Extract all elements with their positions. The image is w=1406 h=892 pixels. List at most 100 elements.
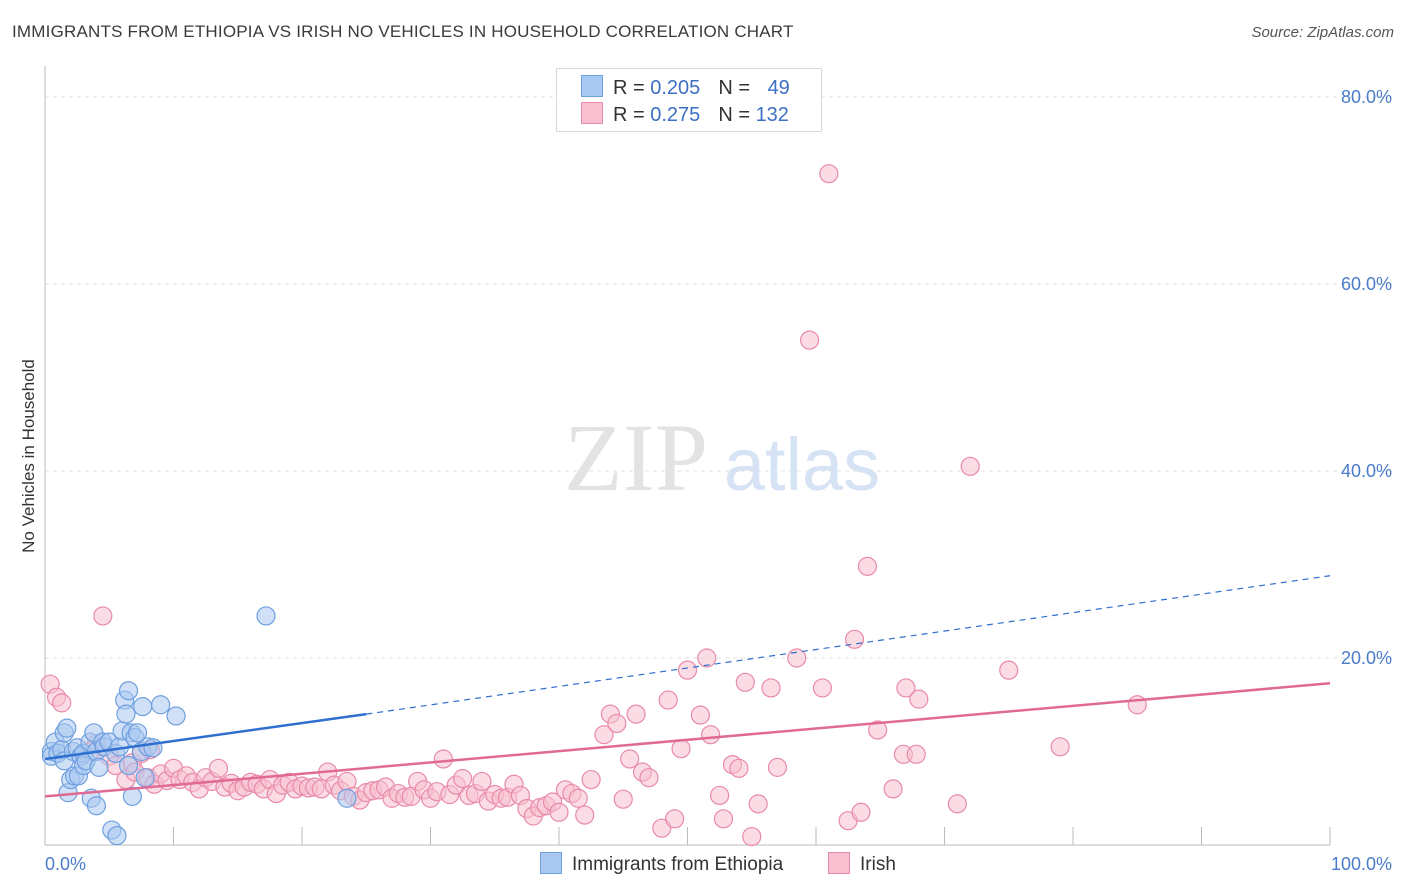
tick-labels: 20.0% 40.0% 60.0% 80.0% 0.0% 100.0% bbox=[45, 87, 1392, 874]
data-point bbox=[607, 713, 627, 734]
legend-row-ethiopia: R = 0.205 N = 49 bbox=[581, 75, 790, 99]
data-point bbox=[151, 695, 171, 715]
data-point bbox=[568, 788, 588, 808]
legend-swatch-ethiopia bbox=[581, 75, 603, 97]
data-point bbox=[742, 826, 762, 847]
x-tick-label: 100.0% bbox=[1331, 854, 1392, 874]
source-label: Source: ZipAtlas.com bbox=[1251, 24, 1394, 41]
data-point bbox=[729, 758, 749, 778]
x-tick-label: 0.0% bbox=[45, 854, 86, 874]
data-point bbox=[472, 771, 492, 792]
data-point bbox=[819, 164, 839, 184]
data-point bbox=[665, 809, 685, 829]
trend-line bbox=[44, 712, 367, 761]
data-point bbox=[620, 749, 640, 769]
data-point bbox=[89, 757, 109, 777]
data-point bbox=[713, 809, 734, 829]
data-point bbox=[337, 788, 357, 808]
data-point bbox=[133, 697, 153, 717]
grid-lines bbox=[45, 96, 1392, 659]
data-point bbox=[118, 681, 139, 701]
data-point bbox=[57, 718, 77, 738]
data-point bbox=[883, 779, 903, 799]
trend-line-extension bbox=[366, 575, 1331, 715]
data-point bbox=[896, 678, 916, 698]
data-point bbox=[143, 738, 163, 758]
data-point bbox=[453, 769, 473, 789]
watermark: ZIP atlas bbox=[564, 404, 880, 511]
data-point bbox=[677, 660, 698, 680]
data-point bbox=[118, 755, 139, 776]
r-value: 0.275 bbox=[650, 104, 701, 126]
bottom-legend-label: Immigrants from Ethiopia bbox=[572, 854, 784, 875]
series-ethiopia bbox=[41, 606, 357, 846]
data-point bbox=[767, 757, 788, 777]
data-point bbox=[652, 818, 672, 838]
data-point bbox=[135, 768, 155, 788]
data-point bbox=[107, 826, 127, 846]
data-point bbox=[947, 794, 967, 814]
data-point bbox=[86, 796, 107, 816]
data-point bbox=[594, 725, 614, 745]
data-point bbox=[697, 648, 717, 668]
watermark-atlas: atlas bbox=[724, 423, 880, 506]
n-value: 49 bbox=[767, 77, 790, 99]
watermark-zip: ZIP bbox=[564, 404, 708, 511]
bottom-legend-label: Irish bbox=[860, 854, 896, 875]
data-point bbox=[812, 678, 833, 698]
y-tick-label: 40.0% bbox=[1341, 461, 1392, 481]
data-point bbox=[639, 768, 659, 788]
data-point bbox=[122, 786, 142, 806]
data-point bbox=[433, 749, 453, 769]
y-tick-label: 80.0% bbox=[1341, 87, 1392, 107]
y-tick-label: 60.0% bbox=[1341, 274, 1392, 294]
data-point bbox=[93, 606, 113, 626]
n-value: 132 bbox=[755, 104, 789, 126]
r-label: R = bbox=[613, 104, 651, 126]
series-irish bbox=[40, 164, 1147, 847]
data-point bbox=[748, 794, 768, 814]
y-tick-label: 20.0% bbox=[1341, 648, 1392, 668]
data-point bbox=[857, 556, 878, 576]
trend-lines bbox=[44, 575, 1331, 798]
legend-swatch-irish bbox=[581, 102, 603, 124]
trend-line bbox=[44, 681, 1331, 798]
bottom-legend-irish: Irish bbox=[828, 852, 896, 876]
data-point bbox=[690, 705, 710, 725]
data-point bbox=[906, 744, 926, 764]
r-label: R = bbox=[613, 77, 651, 99]
data-point bbox=[851, 802, 871, 822]
data-point bbox=[52, 693, 72, 713]
data-point bbox=[1050, 737, 1070, 757]
data-point bbox=[844, 629, 865, 649]
data-point bbox=[626, 704, 646, 724]
data-point bbox=[166, 706, 186, 726]
data-point bbox=[999, 660, 1019, 680]
axes bbox=[44, 66, 1331, 846]
data-point bbox=[960, 456, 980, 476]
bottom-legend-ethiopia: Immigrants from Ethiopia bbox=[540, 852, 783, 876]
data-point bbox=[710, 785, 730, 806]
r-value: 0.205 bbox=[650, 77, 701, 99]
data-point bbox=[701, 725, 721, 745]
y-axis-label: No Vehicles in Household bbox=[19, 359, 38, 553]
data-point bbox=[613, 789, 633, 809]
n-label: N = bbox=[718, 77, 756, 99]
data-point bbox=[116, 704, 136, 724]
data-point bbox=[256, 606, 276, 626]
data-point bbox=[671, 739, 691, 759]
data-point bbox=[127, 723, 148, 743]
data-point bbox=[799, 330, 820, 350]
data-point bbox=[868, 720, 888, 740]
bottom-swatch-irish bbox=[828, 852, 850, 874]
correlation-legend: R = 0.205 N = 49 R = 0.275 N = 132 bbox=[556, 68, 822, 132]
legend-row-irish: R = 0.275 N = 132 bbox=[581, 102, 789, 126]
data-point bbox=[735, 672, 755, 692]
bottom-swatch-ethiopia bbox=[540, 852, 562, 874]
chart-title: IMMIGRANTS FROM ETHIOPIA VS IRISH NO VEH… bbox=[12, 22, 794, 41]
data-point bbox=[658, 690, 678, 710]
data-point bbox=[581, 769, 601, 790]
n-label: N = bbox=[718, 104, 756, 126]
data-points bbox=[40, 164, 1147, 847]
